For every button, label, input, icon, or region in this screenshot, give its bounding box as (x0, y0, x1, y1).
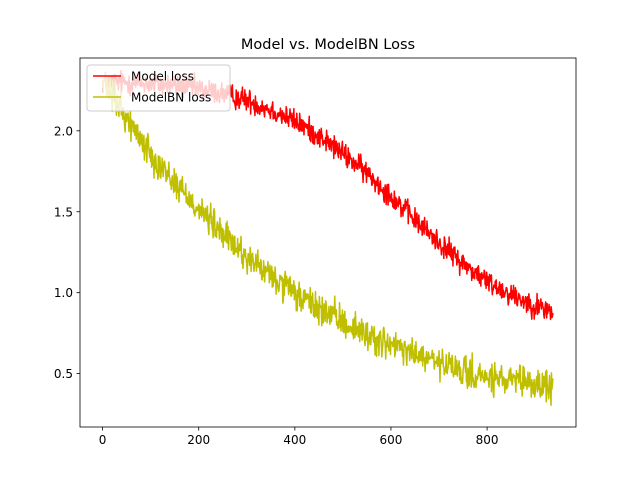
x-tick-label: 200 (187, 433, 210, 447)
legend: Model loss ModelBN loss (86, 64, 231, 112)
axes: 0 200 400 600 800 0.5 1.0 1.5 2.0 (54, 57, 577, 447)
plot-frame (79, 57, 577, 428)
y-tick-label: 2.0 (54, 124, 73, 138)
x-tick-label: 0 (99, 433, 107, 447)
y-tick-label: 1.5 (54, 205, 73, 219)
series-layer (101, 69, 554, 406)
x-tick-label: 400 (283, 433, 306, 447)
y-tick-label: 0.5 (54, 367, 73, 381)
x-tick-label: 800 (476, 433, 499, 447)
x-tick-label: 600 (380, 433, 403, 447)
y-tick-label: 1.0 (54, 286, 73, 300)
legend-box (86, 64, 231, 112)
chart-title: Model vs. ModelBN Loss (241, 37, 415, 53)
legend-label-1: Model loss (131, 70, 194, 84)
legend-label-2: ModelBN loss (131, 91, 211, 105)
series-line-2 (101, 72, 554, 406)
